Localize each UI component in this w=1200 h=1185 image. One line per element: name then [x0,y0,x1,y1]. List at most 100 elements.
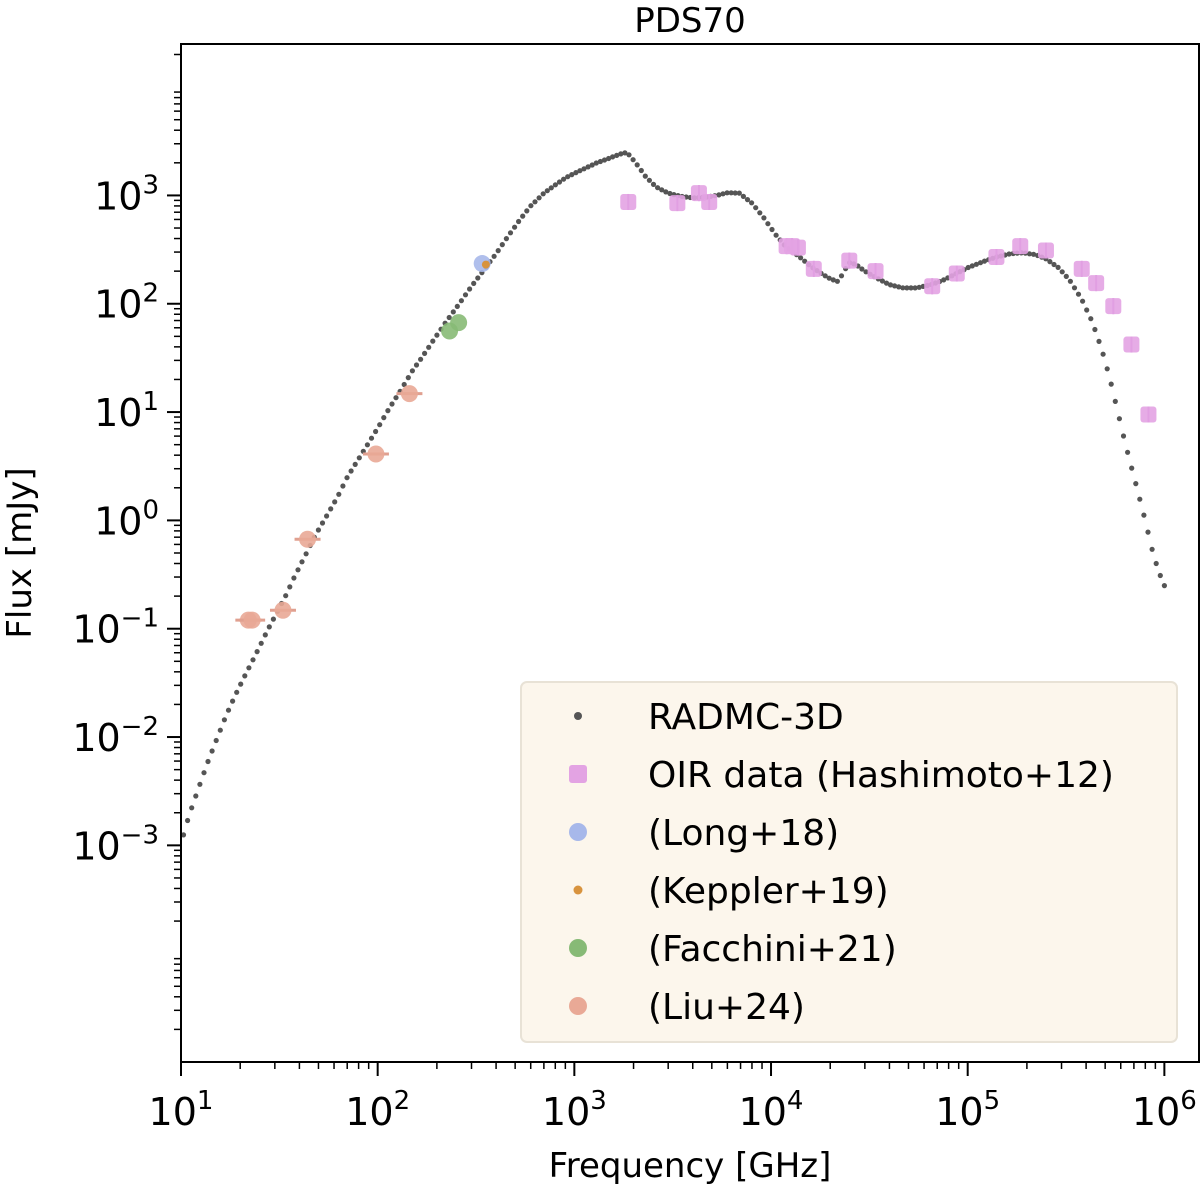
model-point [458,298,464,304]
model-point [740,193,747,199]
model-point [287,584,293,590]
model-point [1125,449,1131,455]
model-point [352,461,358,467]
model-point [569,172,575,178]
model-point [221,717,227,723]
model-point [630,157,636,163]
model-point [413,362,420,368]
model-point [507,230,514,236]
model-point [299,559,305,565]
model-point [328,506,334,512]
model-point [242,673,248,679]
model-point [622,150,628,156]
model-point [1047,259,1053,265]
model-point [381,415,387,421]
model-point [189,805,195,811]
model-point [859,266,865,272]
model-point [230,698,236,704]
model-point [601,157,608,163]
model-point [368,435,375,441]
liu24-data-point [274,601,292,619]
model-point [475,275,481,281]
model-point [332,499,338,505]
model-point [426,344,432,350]
model-point [720,191,726,197]
model-point [295,567,301,573]
y-tick-label: 10−3 [72,820,159,868]
model-point [266,624,272,630]
y-tick-label: 10−1 [72,604,159,652]
model-point [646,177,653,183]
model-point [548,185,554,191]
model-point [225,707,232,713]
model-point [348,468,354,474]
model-point [941,277,947,283]
model-point [270,616,276,622]
model-point [524,208,530,214]
model-point [418,356,424,362]
model-point [969,263,975,269]
model-point [180,832,187,838]
model-point [393,395,399,401]
model-point [581,166,587,172]
model-point [422,350,428,356]
model-point [1080,298,1086,304]
model-point [197,781,203,787]
oir-data-point [789,239,806,256]
model-point [1145,529,1151,535]
y-axis-label: Flux [mJy] [0,467,40,638]
y-tick-label: 102 [94,279,159,327]
model-point [977,260,984,266]
liu24-data-point [400,385,418,403]
y-tick-label: 100 [94,495,159,543]
model-point [573,170,579,176]
model-point [291,575,297,581]
model-point [544,188,550,194]
model-point [663,189,669,195]
model-point [830,277,836,283]
oir-data-point [1105,298,1122,315]
model-point [319,520,326,526]
legend-marker-liu24 [569,997,587,1015]
model-point [606,155,612,162]
model-point [1067,278,1073,284]
legend-label: (Liu+24) [648,987,805,1028]
model-point [209,748,215,754]
model-point [1120,433,1127,439]
model-point [863,269,869,275]
model-point [1116,416,1122,422]
model-point [892,283,898,289]
x-tick-label: 105 [935,1086,1000,1134]
model-point [1161,583,1167,589]
model-point [589,162,595,168]
model-point [205,758,211,765]
oir-data-point [1123,336,1140,353]
model-point [434,332,440,338]
model-point [377,422,383,428]
legend-marker-long18 [569,823,587,841]
model-point [1084,307,1090,313]
model-point [1051,261,1057,268]
y-tick-label: 10−2 [72,712,159,760]
model-point [1141,512,1147,518]
legend-marker-facchini21 [569,939,587,957]
model-point [822,273,828,279]
model-point [765,221,771,227]
model-point [1092,326,1098,333]
model-point [826,275,832,281]
model-point [912,285,918,291]
model-point [262,632,268,638]
model-point [638,167,644,174]
model-point [1026,251,1033,257]
oir-data-point [1073,260,1090,277]
model-point [1157,572,1163,579]
model-point [450,309,456,315]
legend-box [520,681,1178,1043]
model-point [650,181,657,187]
model-point [1075,291,1082,297]
x-tick-label: 102 [345,1086,410,1134]
model-point [193,793,199,799]
legend-label: (Facchini+21) [648,929,897,970]
model-point [389,401,395,407]
model-point [283,593,289,599]
